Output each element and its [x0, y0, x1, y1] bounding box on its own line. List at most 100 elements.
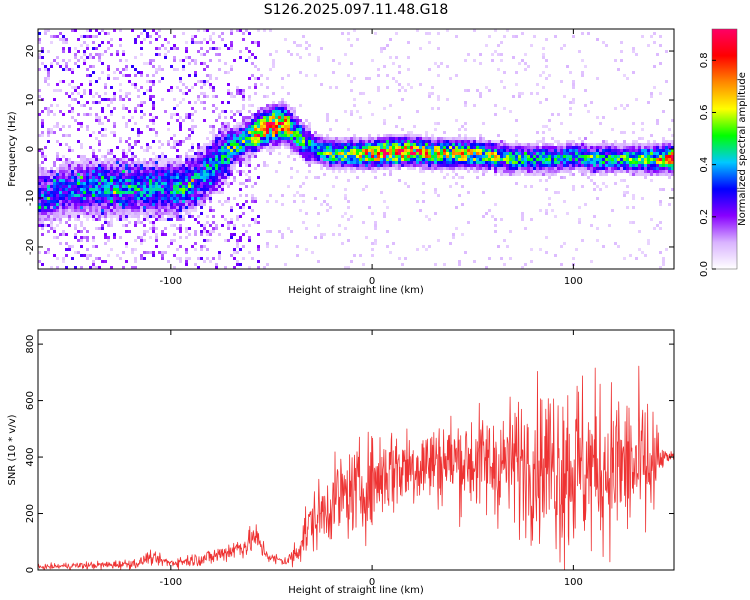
- spectrogram-cell: [290, 137, 293, 140]
- spectrogram-cell: [131, 215, 134, 218]
- spectrogram-cell: [485, 164, 488, 167]
- spectrogram-cell: [74, 164, 77, 167]
- spectrogram-cell: [233, 158, 236, 161]
- colorbar-tick-label: 0.6: [699, 105, 710, 121]
- spectrogram-cell: [629, 149, 632, 152]
- spectrogram-cell: [458, 161, 461, 164]
- spectrogram-cell: [269, 125, 272, 128]
- spectrogram-cell: [401, 86, 404, 89]
- snr-y-tick-label: 600: [25, 391, 36, 410]
- spectrogram-cell: [332, 158, 335, 161]
- spectrogram-cell: [71, 110, 74, 113]
- spectrogram-cell: [230, 158, 233, 161]
- spectrogram-cell: [293, 110, 296, 113]
- spectrogram-cell: [428, 161, 431, 164]
- spectrogram-cell: [110, 173, 113, 176]
- spectrogram-cell: [626, 155, 629, 158]
- spectrogram-cell: [38, 209, 41, 212]
- spectrogram-cell: [590, 164, 593, 167]
- spectrogram-cell: [86, 230, 89, 233]
- spectrogram-cell: [245, 164, 248, 167]
- spectrogram-cell: [422, 143, 425, 146]
- spectrogram-cell: [320, 155, 323, 158]
- spectrogram-cell: [500, 53, 503, 56]
- spectrogram-cell: [92, 71, 95, 74]
- spectrogram-cell: [254, 140, 257, 143]
- spectrogram-cell: [215, 143, 218, 146]
- spectrogram-cell: [380, 152, 383, 155]
- spectrogram-cell: [221, 170, 224, 173]
- spectrogram-cell: [524, 146, 527, 149]
- spectrogram-cell: [200, 197, 203, 200]
- spectrogram-cell: [182, 161, 185, 164]
- spectrogram-cell: [509, 110, 512, 113]
- spectrogram-cell: [590, 143, 593, 146]
- spectrogram-cell: [74, 167, 77, 170]
- spectrogram-cell: [662, 140, 665, 143]
- spectrogram-cell: [92, 176, 95, 179]
- spectrogram-cell: [41, 149, 44, 152]
- spectrogram-cell: [665, 143, 668, 146]
- spectrogram-cell: [389, 158, 392, 161]
- spectrogram-cell: [185, 206, 188, 209]
- spectrogram-cell: [203, 152, 206, 155]
- spectrogram-cell: [236, 155, 239, 158]
- spectrogram-cell: [524, 161, 527, 164]
- spectrogram-cell: [419, 143, 422, 146]
- spectrogram-cell: [437, 146, 440, 149]
- spectrogram-cell: [92, 197, 95, 200]
- spectrogram-cell: [512, 155, 515, 158]
- spectrogram-cell: [125, 215, 128, 218]
- spectrogram-cell: [317, 152, 320, 155]
- spectrogram-cell: [275, 119, 278, 122]
- spectrogram-cell: [236, 143, 239, 146]
- spectrogram-cell: [209, 260, 212, 263]
- spectrogram-cell: [257, 131, 260, 134]
- spectrogram-cell: [230, 131, 233, 134]
- spectrogram-cell: [248, 134, 251, 137]
- spectrogram-cell: [257, 77, 260, 80]
- spectrogram-cell: [116, 161, 119, 164]
- spectrogram-cell: [467, 137, 470, 140]
- spectrogram-cell: [185, 260, 188, 263]
- spectrogram-cell: [647, 152, 650, 155]
- spectrogram-cell: [77, 197, 80, 200]
- spectrogram-cell: [110, 212, 113, 215]
- spectrogram-cell: [197, 185, 200, 188]
- spectrogram-cell: [146, 194, 149, 197]
- spectrogram-cell: [644, 167, 647, 170]
- spectrogram-cell: [521, 215, 524, 218]
- spectrogram-cell: [617, 161, 620, 164]
- spectrogram-cell: [179, 236, 182, 239]
- spectrogram-cell: [155, 116, 158, 119]
- spectrogram-cell: [140, 116, 143, 119]
- spectrogram-cell: [632, 158, 635, 161]
- spectrogram-cell: [125, 203, 128, 206]
- spectrogram-cell: [242, 245, 245, 248]
- spectrogram-cell: [212, 86, 215, 89]
- spectrogram-cell: [485, 143, 488, 146]
- spectrogram-cell: [266, 242, 269, 245]
- spectrogram-cell: [146, 161, 149, 164]
- spectrogram-cell: [296, 128, 299, 131]
- spectrogram-cell: [41, 206, 44, 209]
- spectrogram-cell: [134, 164, 137, 167]
- spectrogram-cell: [179, 125, 182, 128]
- spectrogram-cell: [251, 104, 254, 107]
- spectrogram-cell: [281, 98, 284, 101]
- spectrogram-cell: [341, 161, 344, 164]
- spectrogram-cell: [593, 161, 596, 164]
- spectrogram-cell: [128, 119, 131, 122]
- spectrogram-cell: [62, 257, 65, 260]
- spectrogram-cell: [68, 182, 71, 185]
- spectrogram-cell: [305, 158, 308, 161]
- spectrogram-cell: [383, 200, 386, 203]
- spectrogram-cell: [41, 197, 44, 200]
- spectrogram-cell: [200, 146, 203, 149]
- spectrogram-cell: [197, 179, 200, 182]
- spectrogram-cell: [104, 203, 107, 206]
- spectrogram-cell: [266, 140, 269, 143]
- spectrogram-cell: [332, 59, 335, 62]
- spectrogram-cell: [641, 128, 644, 131]
- spectrogram-cell: [533, 35, 536, 38]
